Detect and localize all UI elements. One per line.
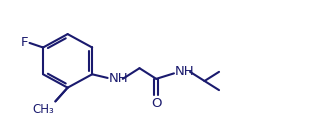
Text: O: O [151,96,162,109]
Text: F: F [20,36,28,49]
Text: NH: NH [175,65,194,78]
Text: NH: NH [108,72,128,85]
Text: CH₃: CH₃ [32,103,54,116]
